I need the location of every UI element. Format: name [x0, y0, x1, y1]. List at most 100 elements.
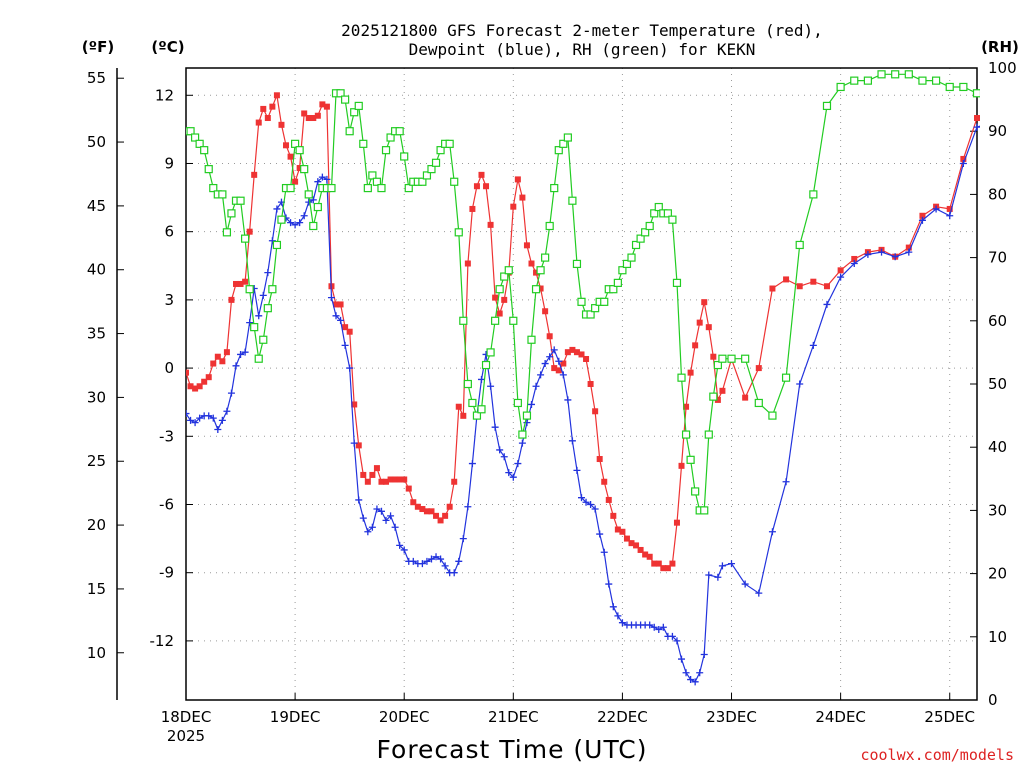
dewpoint-point [646, 621, 654, 629]
2-meter-temperature-point [419, 506, 426, 513]
rh-point [627, 253, 636, 262]
rh-point [250, 323, 259, 332]
2-meter-temperature-point [251, 171, 258, 178]
rh-point [386, 133, 395, 142]
x-tick-label: 25DEC [924, 708, 975, 726]
rh-point [395, 127, 404, 136]
2-meter-temperature-point [696, 319, 703, 326]
dewpoint-point [196, 414, 204, 422]
dewpoint-point [823, 300, 831, 308]
dewpoint-point [673, 637, 681, 645]
rh-point [222, 228, 232, 237]
dewpoint-point [468, 460, 476, 468]
2-meter-temperature-point [687, 369, 694, 376]
dewpoint-point [427, 555, 435, 563]
2-meter-temperature-point [414, 503, 421, 510]
2-meter-temperature-point [219, 358, 226, 365]
dewpoint-point [768, 528, 776, 536]
rh-unit-label: (RH) [981, 38, 1019, 56]
rh-point [359, 139, 368, 148]
2-meter-temperature-point [796, 283, 803, 290]
dewpoint-point [918, 216, 926, 224]
rh-point [795, 240, 804, 250]
dewpoint-point [650, 623, 658, 631]
rh-point [363, 183, 372, 193]
dewpoint-point [555, 357, 563, 365]
dewpoint-point [728, 560, 736, 568]
x-tick-label: 20DEC [379, 708, 430, 726]
rh-point [354, 101, 363, 111]
dewpoint-point [441, 562, 449, 570]
dewpoint-point [259, 291, 267, 299]
2-meter-temperature-point [823, 283, 830, 290]
dewpoint-point [714, 573, 722, 581]
2-meter-temperature-point [628, 540, 635, 547]
chart-title-line-1: 2025121800 GFS Forecast 2-meter Temperat… [341, 21, 823, 40]
rh-point [577, 297, 586, 306]
dewpoint-point [600, 548, 608, 556]
dewpoint-point [514, 460, 522, 468]
rh-point [341, 95, 350, 104]
2-meter-temperature-point [405, 485, 412, 492]
dewpoint-point [327, 294, 335, 302]
fahrenheit-tick-label: 45 [87, 197, 106, 215]
dewpoint-point [837, 273, 845, 281]
dewpoint-point [500, 453, 508, 461]
dewpoint-point [573, 466, 581, 474]
2-meter-temperature-line [186, 93, 980, 569]
celsius-tick-label: 9 [164, 154, 174, 172]
2-meter-temperature-point [314, 112, 321, 119]
2-meter-temperature-point [237, 280, 244, 287]
rh-point [691, 487, 700, 496]
dewpoint-point [591, 505, 599, 513]
rh-point [200, 146, 209, 155]
dewpoint-point [691, 678, 699, 686]
rh-point [904, 70, 913, 79]
rh-point [463, 379, 472, 389]
dewpoint-point [587, 500, 595, 508]
2-meter-temperature-point [392, 476, 399, 483]
2-meter-temperature-point [528, 260, 535, 267]
rh-point [336, 89, 345, 98]
rh-point [495, 285, 504, 294]
rh-point [836, 82, 845, 92]
2-meter-temperature-point [483, 183, 490, 190]
dewpoint-point [296, 219, 304, 227]
rh-tick-label: 30 [988, 501, 1007, 519]
2-meter-temperature-point [533, 269, 540, 276]
2-meter-temperature-point [755, 365, 762, 372]
dewpoint-point [678, 655, 686, 663]
2-meter-temperature-point [305, 115, 312, 122]
2-meter-temperature-point [437, 517, 444, 524]
credit-text[interactable]: coolwx.com/models [860, 746, 1014, 764]
dewpoint-point [205, 412, 213, 420]
x-tick-label: 19DEC [270, 708, 321, 726]
dewpoint-point [532, 382, 540, 390]
rh-point [304, 190, 313, 199]
rh-point [545, 221, 554, 231]
x-tick-label: 21DEC [488, 708, 539, 726]
2-meter-temperature-point [701, 299, 708, 306]
dewpoint-point [264, 269, 272, 277]
rh-point [663, 209, 672, 218]
2-meter-temperature-point [296, 165, 303, 172]
2-meter-temperature-point [192, 385, 199, 392]
dewpoint-point [227, 389, 235, 397]
2-meter-temperature-point [233, 280, 240, 287]
rh-point [591, 304, 600, 313]
2-meter-temperature-point [246, 228, 253, 235]
dewpoint-point [387, 512, 395, 520]
2-meter-temperature-point [269, 103, 276, 110]
dewpoint-point [477, 375, 485, 383]
series-clip-group [186, 70, 980, 686]
2-meter-temperature-point [960, 155, 967, 162]
rh-point [809, 190, 818, 199]
dewpoint-point [568, 437, 576, 445]
2-meter-temperature-point [242, 278, 249, 285]
2-meter-temperature-point [292, 178, 299, 185]
rh-point [527, 335, 536, 344]
rh-point [327, 183, 336, 193]
celsius-tick-label: -12 [150, 632, 175, 650]
rh-point [677, 373, 686, 382]
